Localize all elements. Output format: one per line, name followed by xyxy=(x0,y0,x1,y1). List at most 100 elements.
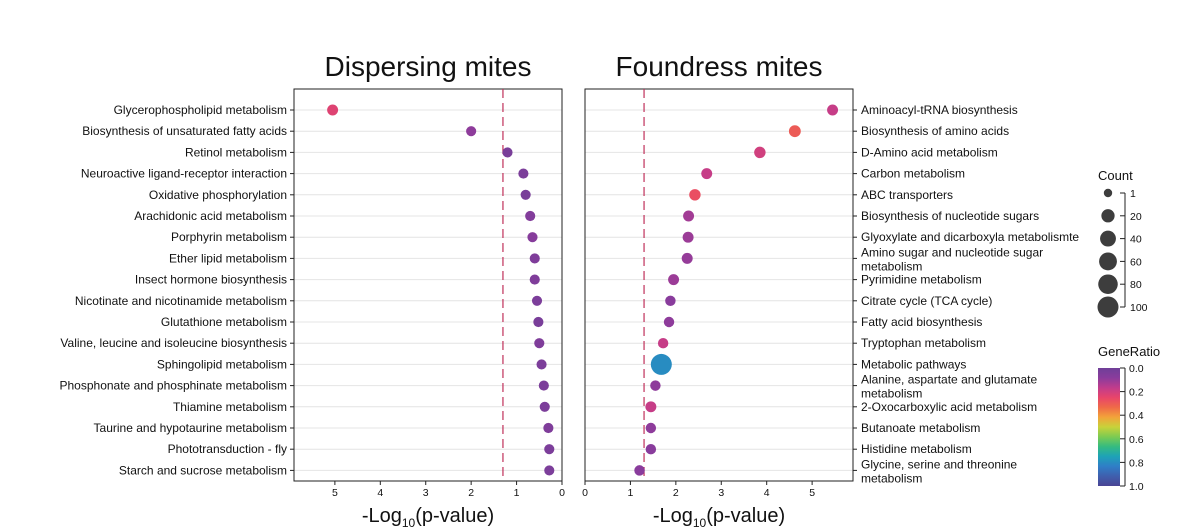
term-label: Insect hormone biosynthesis xyxy=(135,273,287,287)
gene-ratio-legend-label: 1.0 xyxy=(1129,481,1144,493)
data-point-histidine-metabolism xyxy=(645,443,657,455)
term-label: ABC transporters xyxy=(861,188,953,202)
data-point-phosphonate-and-phosphinate-metabolism xyxy=(538,380,549,391)
data-point-taurine-and-hypotaurine-metabolism xyxy=(543,422,554,434)
data-point-neuroactive-ligand-receptor-interaction xyxy=(518,168,529,179)
gene-ratio-legend: GeneRatio 0.0 0.2 0.4 0.6 0.8 1.0 xyxy=(1098,344,1160,493)
term-label: Phototransduction - fly xyxy=(168,442,287,456)
count-legend-circle xyxy=(1100,230,1116,247)
term-label: Histidine metabolism xyxy=(861,442,972,456)
count-legend-label: 40 xyxy=(1130,234,1142,246)
term-label: Nicotinate and nicotinamide metabolism xyxy=(75,294,287,308)
term-label: Glyoxylate and dicarboxyla metabolismte xyxy=(861,230,1079,244)
data-point-metabolic-pathways xyxy=(650,353,672,375)
term-label: Fatty acid biosynthesis xyxy=(861,315,982,329)
data-point-porphyrin-metabolism xyxy=(527,232,538,243)
term-label: metabolism xyxy=(861,387,922,401)
term-label: Carbon metabolism xyxy=(861,167,965,181)
data-point-retinol-metabolism xyxy=(502,147,513,158)
data-point-thiamine-metabolism xyxy=(539,401,550,412)
count-legend-label: 20 xyxy=(1130,211,1142,223)
term-label: Arachidonic acid metabolism xyxy=(134,209,287,223)
panel-foundress-mites: Foundress mites 0 1 2 3 4 5 -Log10(p-value) Amin… xyxy=(582,51,1079,530)
data-point-insect-hormone-biosynthesis xyxy=(529,274,540,285)
panel-title: Foundress mites xyxy=(616,51,823,82)
x-axis-label-suffix: (p-value) xyxy=(706,505,785,527)
x-axis-label: -Log10(p-value) xyxy=(653,505,785,530)
term-label: Valine, leucine and isoleucine biosynthe… xyxy=(60,336,287,350)
x-axis-label-subscript: 10 xyxy=(693,516,707,530)
data-point-nicotinate-and-nicotinamide-metabolism xyxy=(531,295,543,306)
panel-frame xyxy=(584,88,854,482)
x-tick-label: 4 xyxy=(764,487,770,499)
term-label: metabolism xyxy=(861,471,922,485)
data-point-glyoxylate-and-dicarboxyla-metabolismte xyxy=(682,231,694,243)
count-legend-label: 100 xyxy=(1130,302,1148,314)
data-point-sphingolipid-metabolism xyxy=(536,359,547,370)
x-tick-label: 1 xyxy=(514,487,520,499)
term-label: Glutathione metabolism xyxy=(161,315,287,329)
gene-ratio-legend-label: 0.8 xyxy=(1129,457,1144,469)
data-point-abc-transporters xyxy=(689,189,701,201)
data-point-tryptophan-metabolism xyxy=(657,337,669,349)
data-point-valine-leucine-and-isoleucine-biosynthesis xyxy=(534,338,545,349)
x-axis-label-prefix: -Log xyxy=(362,505,402,527)
data-point-biosynthesis-of-nucleotide-sugars xyxy=(683,210,695,222)
count-legend: Count 1 20 40 60 80 100 xyxy=(1097,168,1148,318)
data-point-oxidative-phosphorylation xyxy=(520,189,531,200)
x-axis-label-suffix: (p-value) xyxy=(415,505,494,527)
gene-ratio-legend-label: 0.4 xyxy=(1129,410,1144,422)
data-point-arachidonic-acid-metabolism xyxy=(525,210,536,222)
count-legend-circle xyxy=(1099,252,1117,271)
data-point-starch-and-sucrose-metabolism xyxy=(544,465,555,476)
term-label: Ether lipid metabolism xyxy=(169,251,287,265)
count-legend-label: 60 xyxy=(1130,256,1142,268)
term-label: Alanine, aspartate and glutamate xyxy=(861,373,1037,387)
term-label: Oxidative phosphorylation xyxy=(149,188,287,202)
x-tick-label: 0 xyxy=(582,487,588,499)
data-point-phototransduction-fly xyxy=(544,444,555,455)
x-axis-label-subscript: 10 xyxy=(402,516,416,530)
term-label: Amino sugar and nucleotide sugar xyxy=(861,245,1043,259)
count-legend-label: 80 xyxy=(1130,279,1142,291)
x-tick-label: 5 xyxy=(332,487,338,499)
gene-ratio-legend-title: GeneRatio xyxy=(1098,344,1160,359)
x-tick-label: 2 xyxy=(673,487,679,499)
term-label: Citrate cycle (TCA cycle) xyxy=(861,294,992,308)
term-label: Taurine and hypotaurine metabolism xyxy=(94,421,287,435)
gene-ratio-legend-label: 0.2 xyxy=(1129,387,1144,399)
count-legend-circle xyxy=(1098,274,1118,294)
x-tick-label: 4 xyxy=(377,487,383,499)
term-label: Aminoacyl-tRNA biosynthesis xyxy=(861,103,1018,117)
term-label: D-Amino acid metabolism xyxy=(861,145,998,159)
count-legend-label: 1 xyxy=(1130,188,1136,200)
term-label: Biosynthesis of unsaturated fatty acids xyxy=(82,124,287,138)
term-label: Biosynthesis of nucleotide sugars xyxy=(861,209,1039,223)
count-legend-circle xyxy=(1097,296,1119,318)
term-label: Neuroactive ligand-receptor interaction xyxy=(81,167,287,181)
x-axis-label-prefix: -Log xyxy=(653,505,693,527)
data-point-glycine-serine-and-threonine-metabolism xyxy=(634,465,645,476)
gene-ratio-legend-label: 0.0 xyxy=(1129,363,1144,375)
data-point-citrate-cycle-tca-cycle xyxy=(665,295,676,307)
data-point-biosynthesis-of-unsaturated-fatty-acids xyxy=(466,126,477,137)
data-point-amino-sugar-and-nucleotide-sugar-metabolism xyxy=(681,252,693,264)
count-legend-circle xyxy=(1101,209,1115,223)
term-label: Metabolic pathways xyxy=(861,357,966,371)
data-point-2-oxocarboxylic-acid-metabolism xyxy=(645,401,657,413)
x-tick-label: 1 xyxy=(628,487,634,499)
data-point-pyrimidine-metabolism xyxy=(668,274,680,286)
data-point-butanoate-metabolism xyxy=(645,422,657,434)
x-tick-label: 3 xyxy=(423,487,429,499)
term-label: Pyrimidine metabolism xyxy=(861,273,982,287)
x-tick-label: 0 xyxy=(559,487,565,499)
term-label: Glycine, serine and threonine xyxy=(861,457,1017,471)
panel-title: Dispersing mites xyxy=(325,51,532,82)
data-point-aminoacyl-trna-biosynthesis xyxy=(827,104,839,116)
term-label: Butanoate metabolism xyxy=(861,421,980,435)
term-label: Tryptophan metabolism xyxy=(861,336,986,350)
data-point-ether-lipid-metabolism xyxy=(529,253,540,264)
